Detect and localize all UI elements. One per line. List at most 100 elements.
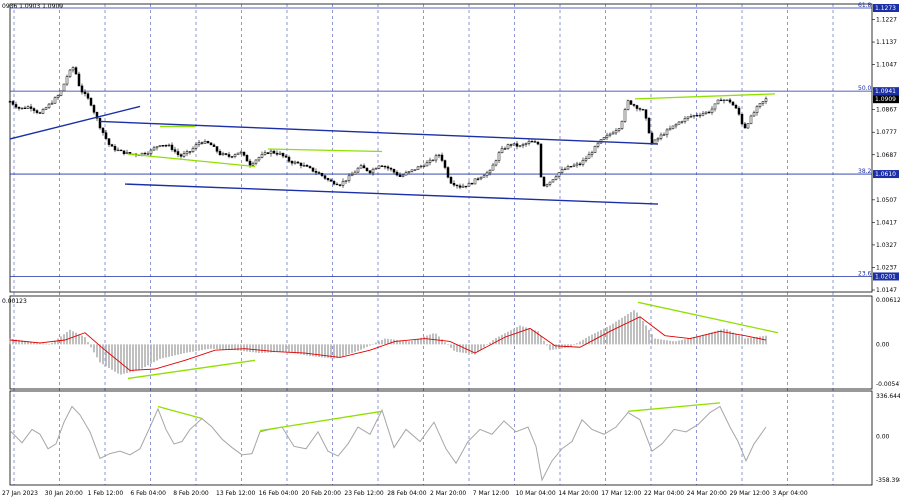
candle-body xyxy=(752,112,756,117)
macd-histogram-bar xyxy=(21,340,23,345)
macd-histogram-bar xyxy=(756,336,758,345)
macd-histogram-bar xyxy=(432,333,434,345)
fib-price-tag-text: 1.0201 xyxy=(875,273,896,280)
macd-histogram-bar xyxy=(468,344,470,354)
macd-histogram-bar xyxy=(456,344,458,352)
macd-histogram-bar xyxy=(624,315,626,345)
candle-body xyxy=(581,160,585,165)
candle-body xyxy=(353,171,357,175)
time-axis-label: 16 Feb 04:00 xyxy=(259,490,299,497)
candle-body xyxy=(629,100,633,105)
macd-histogram-bar xyxy=(549,344,551,351)
candle-body xyxy=(584,158,588,161)
macd-histogram-bar xyxy=(555,344,557,350)
macd-histogram-bar xyxy=(534,330,536,345)
candle-body xyxy=(56,95,60,99)
candle-body xyxy=(521,144,525,146)
candle-body xyxy=(65,76,69,85)
candle-body xyxy=(365,167,369,172)
candle-body xyxy=(203,141,207,144)
candle-body xyxy=(695,114,699,117)
macd-histogram-bar xyxy=(294,344,296,354)
trend-line-channel-upper xyxy=(99,120,659,145)
macd-histogram-bar xyxy=(354,344,356,352)
macd-histogram-bar xyxy=(330,344,332,359)
candle-body xyxy=(11,101,15,105)
candle-body xyxy=(389,167,393,170)
candle-body xyxy=(485,172,489,177)
macd-histogram-bar xyxy=(171,344,173,357)
macd-histogram-bar xyxy=(210,344,212,349)
candle-body xyxy=(572,164,576,167)
macd-histogram-bar xyxy=(687,338,689,345)
macd-histogram-bar xyxy=(408,341,410,345)
fib-level-label: 50.0 xyxy=(858,85,872,92)
candle-body xyxy=(95,112,99,119)
macd-histogram-bar xyxy=(528,328,530,345)
candle-body xyxy=(173,149,177,152)
candle-body xyxy=(710,108,714,113)
candle-body xyxy=(686,116,690,119)
macd-histogram-bar xyxy=(324,344,326,358)
candle-body xyxy=(155,146,159,149)
price-tick-label: 1.0147 xyxy=(876,287,897,294)
candle-body xyxy=(590,152,594,155)
macd-histogram-bar xyxy=(312,344,314,357)
candle-body xyxy=(113,146,117,151)
macd-histogram-bar xyxy=(684,339,686,345)
candle-body xyxy=(152,147,156,151)
macd-histogram-bar xyxy=(474,344,476,355)
macd-histogram-bar xyxy=(603,328,605,345)
candle-body xyxy=(644,109,648,119)
candle-body xyxy=(77,73,81,87)
candle-body xyxy=(101,127,105,133)
candle-body xyxy=(260,154,264,158)
candle-body xyxy=(338,184,342,186)
macd-histogram-bar xyxy=(702,334,704,345)
macd-histogram-bar xyxy=(459,344,461,353)
candle-body xyxy=(614,130,618,134)
time-axis-label: 14 Mar 20:00 xyxy=(558,490,598,497)
candle-body xyxy=(47,103,51,109)
candle-body xyxy=(278,152,282,155)
candle-body xyxy=(548,181,552,185)
macd-histogram-bar xyxy=(39,342,41,345)
macd-histogram-bar xyxy=(441,339,443,345)
macd-histogram-bar xyxy=(135,344,137,371)
candle-body xyxy=(272,150,276,154)
candle-body xyxy=(182,153,186,157)
candle-body xyxy=(488,169,492,174)
macd-histogram-bar xyxy=(165,344,167,358)
candle-body xyxy=(452,183,456,186)
macd-histogram-bar xyxy=(366,344,368,347)
macd-histogram-bar xyxy=(711,332,713,345)
cci-divergence-line xyxy=(157,405,203,420)
candle-body xyxy=(104,132,108,139)
candle-body xyxy=(317,172,321,174)
candle-body xyxy=(659,134,663,139)
price-divergence-line xyxy=(267,148,383,153)
candle-body xyxy=(254,159,258,164)
macd-histogram-bar xyxy=(567,344,569,348)
price-tick-label: 1.0687 xyxy=(876,152,897,159)
macd-histogram-bar xyxy=(87,342,89,345)
cci-pane: 336.644 0.00 -358.398 xyxy=(9,390,900,486)
candle-body xyxy=(263,152,267,155)
macd-histogram-bar xyxy=(246,344,248,352)
macd-histogram-bar xyxy=(207,344,209,350)
macd-histogram-bar xyxy=(42,343,44,345)
macd-histogram-bar xyxy=(621,317,623,345)
candle-body xyxy=(575,163,579,166)
candle-body xyxy=(311,167,315,172)
time-axis-label: 3 Apr 04:00 xyxy=(772,490,807,497)
macd-histogram-bar xyxy=(321,344,323,358)
candle-body xyxy=(701,113,705,116)
macd-histogram-bar xyxy=(405,340,407,345)
macd-histogram-bar xyxy=(24,340,26,345)
macd-histogram-bar xyxy=(630,312,632,345)
macd-histogram-bar xyxy=(90,344,92,348)
candle-body xyxy=(662,134,666,136)
candle-body xyxy=(428,159,432,163)
candle-body xyxy=(161,144,165,147)
macd-histogram-bar xyxy=(102,344,104,365)
